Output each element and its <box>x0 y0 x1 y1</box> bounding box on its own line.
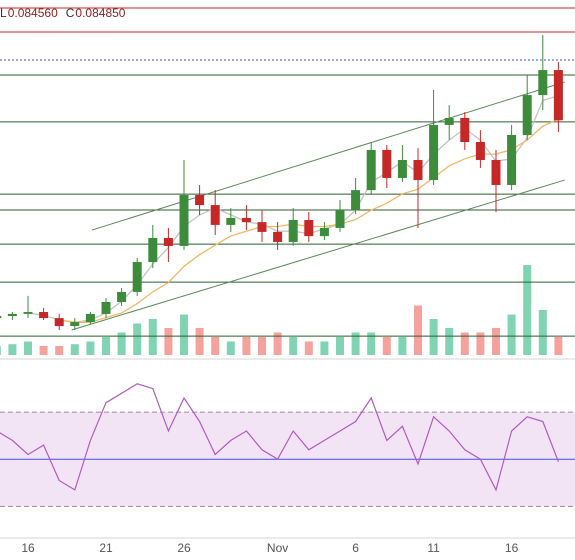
volume-bar <box>258 337 266 355</box>
trend-line <box>91 81 565 231</box>
candle-body <box>491 159 501 185</box>
volume-bar <box>414 305 422 355</box>
volume-bar <box>102 337 110 355</box>
volume-bar <box>0 346 1 355</box>
volume-bar <box>538 310 547 355</box>
volume-bar <box>367 332 376 355</box>
candle-body <box>23 312 33 314</box>
header-label: C <box>66 6 75 20</box>
candle-body <box>39 312 49 319</box>
x-tick-label: 6 <box>352 541 359 555</box>
candle-body <box>101 301 111 314</box>
volume-bar <box>476 332 485 355</box>
candle-body <box>397 159 407 178</box>
volume-bar <box>445 328 454 355</box>
candle-body <box>179 195 189 246</box>
candle-body <box>132 262 142 292</box>
volume-bar <box>55 346 64 355</box>
volume-bar <box>460 332 469 355</box>
trend-line <box>71 179 565 331</box>
volume-bar <box>133 323 142 355</box>
candle-body <box>304 220 314 237</box>
candle-body <box>382 149 392 178</box>
volume-bar <box>242 337 251 355</box>
volume-bar <box>429 319 438 355</box>
candle-body <box>226 217 236 225</box>
candle-body <box>366 149 376 191</box>
volume-bar <box>70 344 79 355</box>
volume-bar <box>164 328 173 355</box>
candle-body <box>148 237 158 263</box>
candle-body <box>288 220 298 242</box>
volume-bar <box>492 328 500 355</box>
volume-bar <box>507 314 516 355</box>
candle-body <box>241 217 251 223</box>
volume-bar <box>86 341 95 355</box>
volume-bar <box>351 332 360 355</box>
volume-bar <box>523 265 532 355</box>
candle-body <box>475 142 485 160</box>
volume-bar <box>24 341 32 355</box>
volume-bar <box>398 337 407 355</box>
candle-body <box>335 209 345 228</box>
volume-bar <box>273 332 282 355</box>
candle-body <box>117 291 127 302</box>
volume-bar <box>211 337 220 355</box>
header-label: L <box>0 6 7 20</box>
candle-body <box>538 70 548 96</box>
candle-body <box>522 95 532 135</box>
x-tick-label: 11 <box>427 541 440 555</box>
candle-body <box>444 117 454 125</box>
header-value: 0.084560 <box>8 6 58 20</box>
candle-body <box>553 70 563 121</box>
volume-bar <box>304 341 313 355</box>
volume-bar <box>289 337 298 355</box>
x-tick-label: 21 <box>99 541 113 555</box>
volume-bar <box>382 337 391 355</box>
candle-body <box>85 313 95 323</box>
candle-body <box>351 190 361 210</box>
candle-body <box>195 195 205 206</box>
candle-body <box>273 231 283 242</box>
volume-bar <box>320 341 329 355</box>
candle-body <box>54 318 64 327</box>
candle-body <box>319 227 329 237</box>
x-tick-label: 16 <box>21 541 35 555</box>
volume-bar <box>195 328 204 355</box>
volume-bar <box>117 332 126 355</box>
candle-body <box>507 134 517 185</box>
header-value: 0.084850 <box>75 6 125 20</box>
candle-body <box>257 222 267 232</box>
candle-body <box>70 322 80 327</box>
volume-bar <box>39 346 48 355</box>
volume-bar <box>8 344 17 355</box>
candle-body <box>7 313 17 316</box>
rsi-line <box>0 383 559 492</box>
candle-body <box>210 205 220 225</box>
candle-body <box>429 124 439 181</box>
candle-body <box>163 237 173 246</box>
volume-bar <box>148 319 157 355</box>
x-tick-label: 26 <box>177 541 191 555</box>
x-tick-label: 16 <box>505 541 519 555</box>
volume-bar <box>180 314 188 355</box>
candle-body <box>0 315 2 319</box>
x-tick-label: Nov <box>267 541 288 555</box>
candle-body <box>460 117 470 142</box>
volume-bar <box>336 337 344 355</box>
volume-bar <box>226 341 235 355</box>
volume-bar <box>554 337 563 355</box>
candle-body <box>413 159 423 181</box>
